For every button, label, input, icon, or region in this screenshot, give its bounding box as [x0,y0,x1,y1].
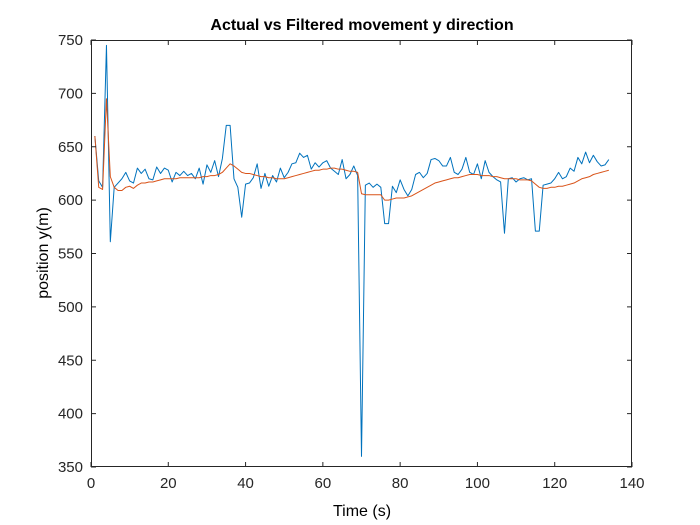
x-tick-label: 100 [465,475,490,492]
y-axis-title: position y(m) [35,207,52,299]
x-tick-label: 80 [392,475,409,492]
y-tick-label: 450 [58,352,83,369]
y-tick-label: 750 [58,32,83,49]
axes-layer: 0 20 40 60 80 100 120 140 350 400 450 500 550 600 650 7… [58,32,645,492]
y-tick-label: 700 [58,85,83,102]
x-tick-label: 60 [315,475,332,492]
x-tick-label: 0 [87,475,95,492]
y-tick-label: 400 [58,406,83,423]
x-axis-title: Time (s) [333,503,391,520]
x-tick-label: 120 [542,475,567,492]
series-line-1 [94,44,610,457]
x-tick-label: 40 [237,475,254,492]
y-tick-label: 350 [58,459,83,476]
x-tick-label: 140 [619,475,644,492]
y-tick-label: 600 [58,192,83,209]
y-tick-label: 500 [58,299,83,316]
series-layer [94,44,610,457]
x-tick-label: 20 [160,475,177,492]
y-tick-label: 650 [58,139,83,156]
plot-area [91,40,632,467]
series-line-2 [94,98,609,201]
chart-title: Actual vs Filtered movement y direction [210,17,513,34]
y-tick-label: 550 [58,246,83,263]
